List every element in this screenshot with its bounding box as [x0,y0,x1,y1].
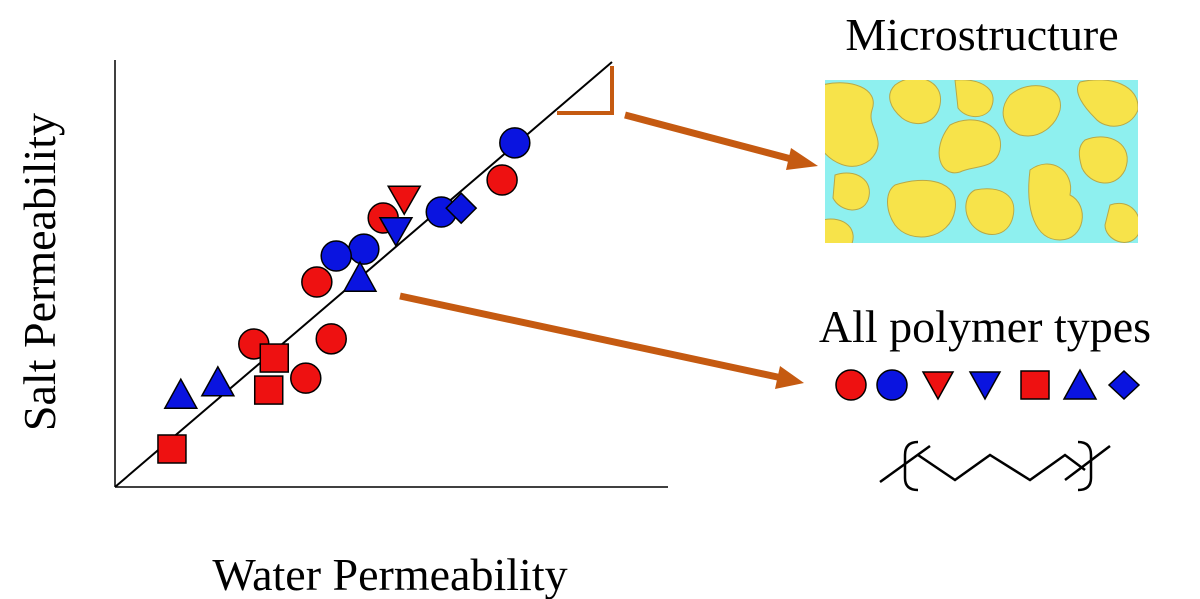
y-axis-label: Salt Permeability [14,113,65,431]
data-point [200,365,236,397]
arrow [624,111,818,170]
data-point [320,240,352,272]
x-axis-label: Water Permeability [212,549,567,599]
annotation: All polymer types [819,301,1151,352]
data-point [378,217,414,248]
polymer-chain [879,440,1111,492]
data-point [348,233,380,265]
annotation: Microstructure [845,9,1118,60]
data-point [253,375,284,405]
data-point [445,192,478,225]
slope-indicator [557,66,614,115]
data-point [157,434,187,464]
data-point [259,343,290,373]
data-point [486,164,518,196]
data-point [386,185,422,216]
data-point [499,127,531,159]
data-point [163,377,199,409]
data-point [315,323,347,355]
arrow [399,292,804,389]
polymer-type-glyphs [835,368,1141,401]
microstructure-image [825,80,1138,243]
data-point [290,362,322,394]
data-point [342,260,378,292]
data-point [301,266,333,298]
